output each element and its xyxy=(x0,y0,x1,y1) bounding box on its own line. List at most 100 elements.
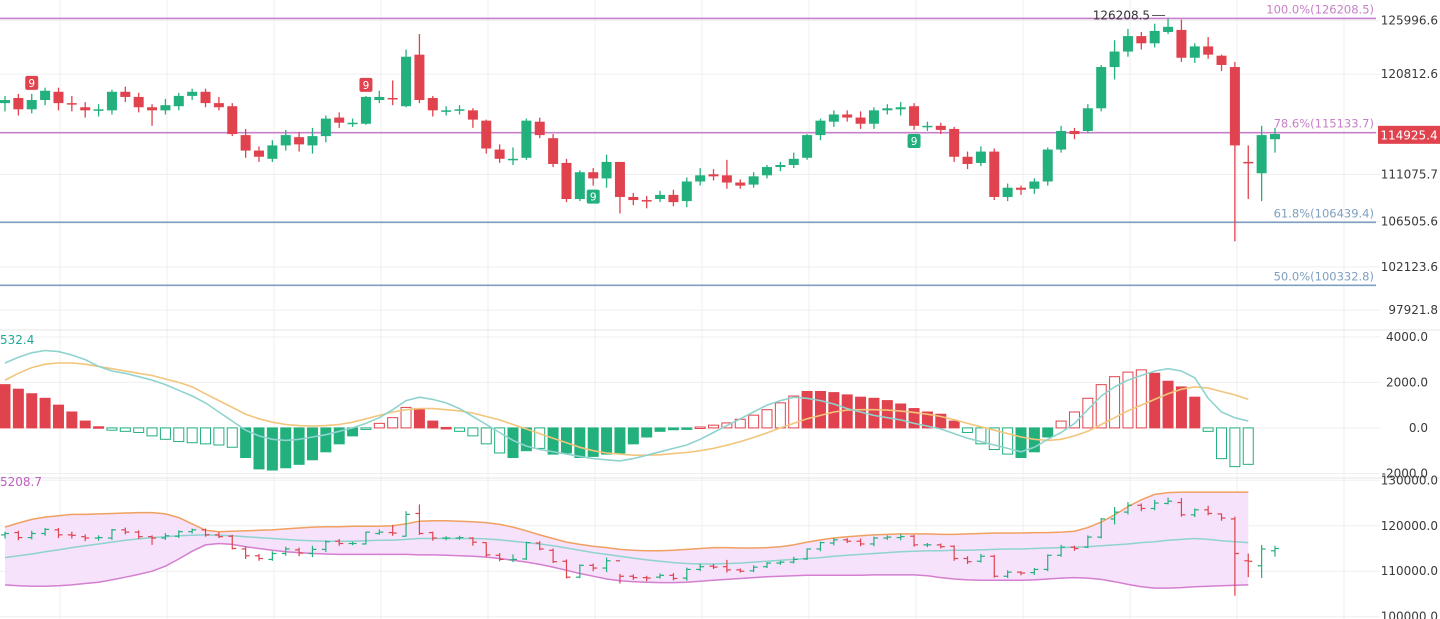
macd-histogram-bar xyxy=(1175,386,1187,429)
macd-histogram-bar xyxy=(1002,427,1014,455)
macd-histogram-bar xyxy=(1082,397,1094,429)
macd-histogram-bar xyxy=(667,427,679,431)
candle-body xyxy=(708,174,719,177)
candle-body xyxy=(454,109,465,111)
candle-body xyxy=(601,161,612,179)
macd-histogram-bar xyxy=(173,427,185,443)
candle-body xyxy=(949,128,960,157)
macd-histogram-bar xyxy=(788,395,800,429)
price-panel[interactable]: 100.0%(126208.5) 78.6%(115133.7) 61.8%(106… xyxy=(0,2,1376,287)
candle-body xyxy=(106,91,117,111)
candle-body xyxy=(1216,55,1227,65)
macd-histogram-bar xyxy=(52,404,64,429)
macd-histogram-bar xyxy=(1242,427,1254,465)
candle-body xyxy=(320,118,331,137)
candle-body xyxy=(254,150,264,157)
macd-histogram-bar xyxy=(226,427,238,448)
td-marker-label: 9 xyxy=(590,192,597,204)
macd-histogram-bar xyxy=(801,390,813,429)
macd-histogram-bar xyxy=(574,427,586,459)
macd-histogram-bar xyxy=(387,417,399,429)
candle-body xyxy=(1256,135,1267,174)
candle-body xyxy=(13,97,24,110)
candle-body xyxy=(574,172,585,200)
bollinger-panel[interactable]: 5208.7 xyxy=(0,475,1279,596)
macd-histogram-bar xyxy=(467,427,479,437)
macd-histogram-bar xyxy=(293,427,305,465)
candle-body xyxy=(762,167,772,176)
bollinger-upper-line xyxy=(4,491,1249,552)
candle-body xyxy=(1016,187,1026,190)
candle-body xyxy=(1149,30,1160,44)
macd-histogram-bar xyxy=(0,384,11,429)
td-marker-label: 9 xyxy=(911,136,918,148)
candle-body xyxy=(842,114,853,118)
macd-histogram-bar xyxy=(454,427,466,432)
td-marker-badge xyxy=(586,189,600,204)
macd-histogram-bar xyxy=(79,420,91,429)
macd-histogram-bar xyxy=(828,392,840,429)
fib-level-label: 50.0%(100332.8) xyxy=(1274,269,1374,283)
candle-body xyxy=(1270,134,1280,140)
bollinger-lower-line xyxy=(4,542,1249,589)
candle-body xyxy=(80,107,91,111)
candle-body xyxy=(494,149,505,159)
candle-body xyxy=(441,110,452,112)
macd-histogram-bar xyxy=(159,427,171,440)
macd-histogram-bar xyxy=(93,426,105,429)
candle-body xyxy=(280,135,291,146)
td-marker-badge xyxy=(907,133,921,148)
macd-histogram-bar xyxy=(400,406,412,429)
candle-body xyxy=(895,107,906,110)
candle-body xyxy=(802,135,813,158)
candle-body xyxy=(922,125,933,128)
candle-body xyxy=(173,95,184,107)
macd-histogram-bar xyxy=(186,427,198,444)
macd-histogram-bar xyxy=(868,397,880,429)
candle-body xyxy=(1002,187,1013,197)
candle-body xyxy=(200,91,211,104)
macd-histogram-bar xyxy=(333,427,345,445)
candle-body xyxy=(53,91,64,104)
macd-axis-tick-label: 2000.0 xyxy=(1386,375,1428,389)
current-price-label: 114925.4 xyxy=(1380,128,1437,142)
macd-histogram-bar xyxy=(440,426,452,430)
macd-histogram-bar xyxy=(494,427,506,454)
fib-level-label: 61.8%(106439.4) xyxy=(1274,206,1374,220)
candle-body xyxy=(788,158,799,165)
candle-body xyxy=(909,106,920,126)
candle-body xyxy=(1229,67,1240,146)
macd-histogram-bar xyxy=(1055,420,1067,429)
candle-body xyxy=(387,97,398,100)
candle-body xyxy=(1056,130,1067,150)
candle-body xyxy=(521,120,532,158)
candle-body xyxy=(508,158,518,161)
bollinger-axis-tick-label: 100000.0 xyxy=(1381,610,1438,619)
macd-histogram-bar xyxy=(1122,371,1134,429)
candle-body xyxy=(120,91,131,97)
macd-histogram-bar xyxy=(106,427,118,431)
candle-body xyxy=(641,200,652,202)
candle-body xyxy=(481,120,492,149)
macd-histogram-bar xyxy=(1095,384,1107,429)
candle-body xyxy=(240,135,251,151)
macd-histogram-bar xyxy=(560,427,572,454)
td-marker-badge xyxy=(25,75,39,90)
candle-body xyxy=(227,106,238,135)
candle-body xyxy=(1163,26,1174,32)
macd-histogram-bar xyxy=(587,427,599,457)
macd-value-label: 532.4 xyxy=(0,333,34,347)
candle-body xyxy=(775,165,786,168)
candle-body xyxy=(534,121,545,136)
candle-body xyxy=(26,100,37,110)
macd-histogram-bar xyxy=(1015,427,1027,459)
macd-histogram-bar xyxy=(66,411,78,429)
macd-histogram-bar xyxy=(921,411,933,429)
candle-body xyxy=(187,91,198,96)
candle-body xyxy=(628,196,639,201)
macd-panel[interactable]: 532.4 xyxy=(0,333,1254,471)
macd-histogram-bar xyxy=(240,427,252,459)
macd-line xyxy=(4,349,1249,462)
